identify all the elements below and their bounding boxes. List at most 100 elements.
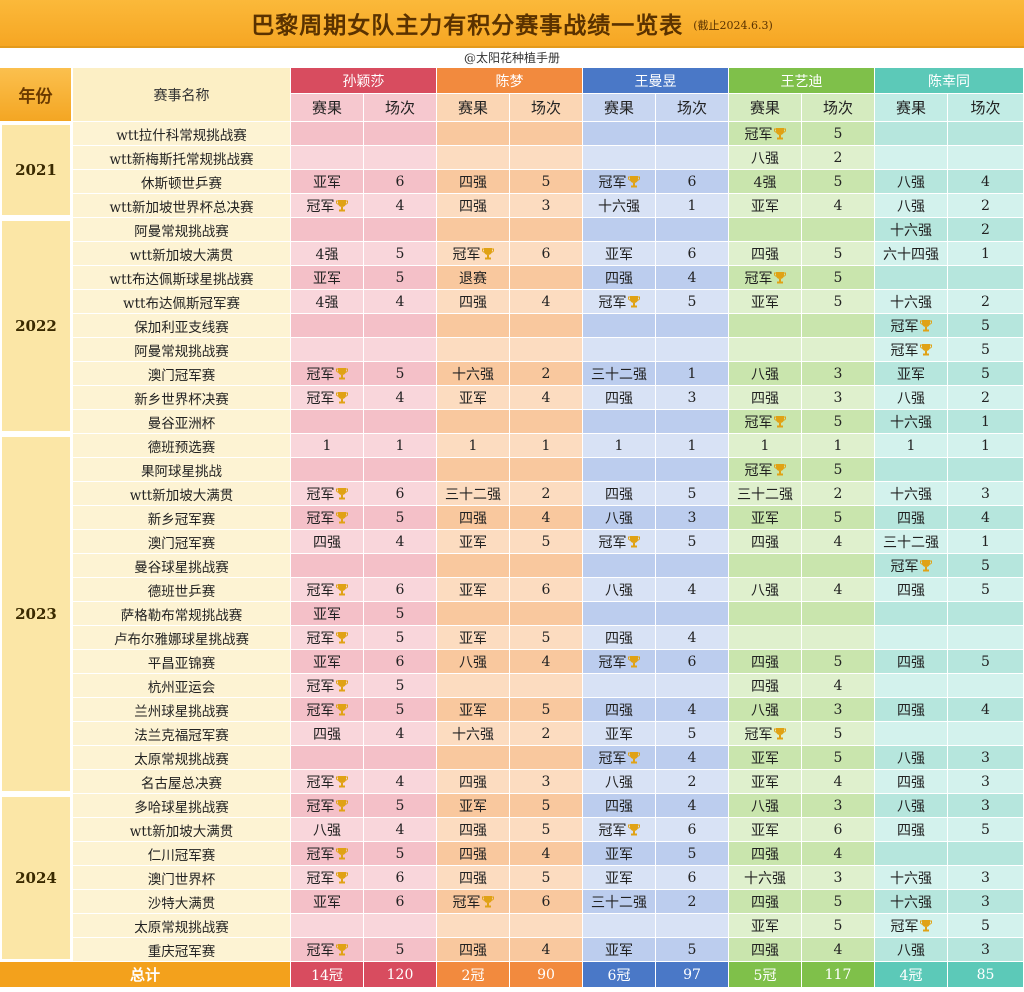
result-text: 十六强	[452, 726, 494, 743]
result-cell	[583, 314, 656, 338]
result-text: 四强	[459, 510, 487, 527]
result-text: 亚军	[605, 846, 633, 863]
result-text: 亚军	[459, 390, 487, 407]
total-titles: 6冠	[583, 962, 656, 988]
rounds-cell: 6	[802, 818, 875, 842]
page-title: 巴黎周期女队主力有积分赛事战绩一览表	[251, 12, 684, 39]
result-cell: 冠军	[437, 890, 510, 914]
result-cell: 亚军	[437, 578, 510, 602]
result-cell	[583, 674, 656, 698]
result-cell: 八强	[583, 506, 656, 530]
result-cell	[291, 218, 364, 242]
rounds-cell: 3	[510, 770, 583, 794]
rounds-cell	[510, 914, 583, 938]
rounds-cell	[656, 602, 729, 626]
event-name: 平昌亚锦赛	[73, 650, 291, 674]
result-text: 四强	[605, 270, 633, 287]
result-text: 冠军	[598, 654, 627, 671]
result-cell: 四强	[875, 578, 948, 602]
result-text: 四强	[751, 654, 779, 671]
result-cell	[729, 554, 802, 578]
result-cell: 亚军	[291, 170, 364, 194]
rounds-text: 4	[541, 509, 551, 526]
rounds-cell: 3	[802, 362, 875, 386]
result-text: 四强	[751, 246, 779, 263]
rounds-text: 3	[833, 389, 843, 406]
rounds-text: 5	[981, 821, 990, 838]
result-cell: 4强	[291, 242, 364, 266]
result-cell: 十六强	[437, 362, 510, 386]
table-row: 2023 德班预选赛 1 1 1 1 1 1 1 1 1 1	[0, 434, 1024, 794]
rounds-cell: 3	[948, 866, 1024, 890]
rounds-cell	[656, 218, 729, 242]
rounds-cell: 4	[510, 938, 583, 962]
rounds-cell: 2	[510, 482, 583, 506]
rounds-text: 4	[687, 749, 697, 766]
result-cell: 八强	[875, 386, 948, 410]
result-cell: 四强	[437, 290, 510, 314]
rounds-cell	[802, 218, 875, 242]
table-row: 休斯顿世乒赛 亚军 6 四强 5 冠军 6 4强 5 八强 4	[0, 170, 1024, 194]
rounds-cell	[948, 146, 1024, 170]
rounds-text: 3	[541, 773, 551, 790]
result-text: 冠军	[306, 942, 335, 959]
result-text: 亚军	[459, 534, 487, 551]
result-subheader: 赛果	[729, 94, 802, 122]
result-cell	[583, 554, 656, 578]
rounds-cell	[948, 626, 1024, 650]
rounds-cell: 5	[364, 362, 437, 386]
rounds-cell: 5	[364, 674, 437, 698]
rounds-cell: 2	[948, 290, 1024, 314]
trophy-icon	[335, 871, 348, 883]
rounds-text: 3	[981, 797, 990, 814]
year-cell: 2022	[0, 218, 73, 434]
rounds-cell: 6	[364, 650, 437, 674]
trophy-icon	[335, 679, 348, 691]
rounds-cell	[364, 410, 437, 434]
result-text: 十六强	[890, 894, 932, 911]
rounds-cell: 3	[656, 386, 729, 410]
result-text: 冠军	[598, 534, 627, 551]
event-name: 曼谷球星挑战赛	[73, 554, 291, 578]
result-subheader: 赛果	[583, 94, 656, 122]
table-row: 法兰克福冠军赛 四强 4 十六强 2 亚军 5 冠军 5	[0, 722, 1024, 746]
rounds-cell: 4	[656, 266, 729, 290]
rounds-text: 6	[687, 869, 697, 886]
rounds-cell	[802, 338, 875, 362]
rounds-text: 5	[981, 581, 990, 598]
result-cell: 冠军	[583, 818, 656, 842]
rounds-cell: 3	[948, 482, 1024, 506]
rounds-cell: 5	[948, 578, 1024, 602]
result-text: 亚军	[459, 630, 487, 647]
result-cell	[437, 218, 510, 242]
rounds-text: 4	[395, 197, 405, 214]
rounds-text: 3	[687, 509, 697, 526]
event-name: 澳门冠军赛	[73, 362, 291, 386]
rounds-text: 5	[541, 869, 551, 886]
result-cell: 四强	[875, 698, 948, 722]
result-cell	[437, 674, 510, 698]
result-text: 四强	[897, 702, 925, 719]
rounds-text: 1	[687, 197, 697, 214]
rounds-cell: 5	[948, 554, 1024, 578]
trophy-icon	[335, 511, 348, 523]
result-text: 冠军	[598, 294, 627, 311]
event-name: wtt新加坡大满贯	[73, 482, 291, 506]
total-rounds: 120	[364, 962, 437, 988]
rounds-cell: 6	[364, 578, 437, 602]
result-cell: 八强	[875, 938, 948, 962]
rounds-cell: 6	[510, 242, 583, 266]
result-cell: 八强	[729, 362, 802, 386]
result-cell: 四强	[729, 650, 802, 674]
result-cell: 四强	[437, 770, 510, 794]
rounds-cell: 3	[802, 386, 875, 410]
result-cell: 四强	[729, 674, 802, 698]
result-text: 冠军	[744, 726, 773, 743]
trophy-icon	[335, 631, 348, 643]
title-bar: 巴黎周期女队主力有积分赛事战绩一览表 (截止2024.6.3)	[0, 0, 1024, 48]
event-name: 德班预选赛	[73, 434, 291, 458]
rounds-cell: 5	[364, 506, 437, 530]
result-text: 八强	[897, 174, 925, 191]
results-table: 年份 赛事名称 孙颖莎 陈梦 王曼昱 王艺迪 陈幸同 赛果 场次 赛果 场次 赛果 场次 赛果 场次赛…	[0, 68, 1024, 988]
result-cell: 四强	[437, 938, 510, 962]
